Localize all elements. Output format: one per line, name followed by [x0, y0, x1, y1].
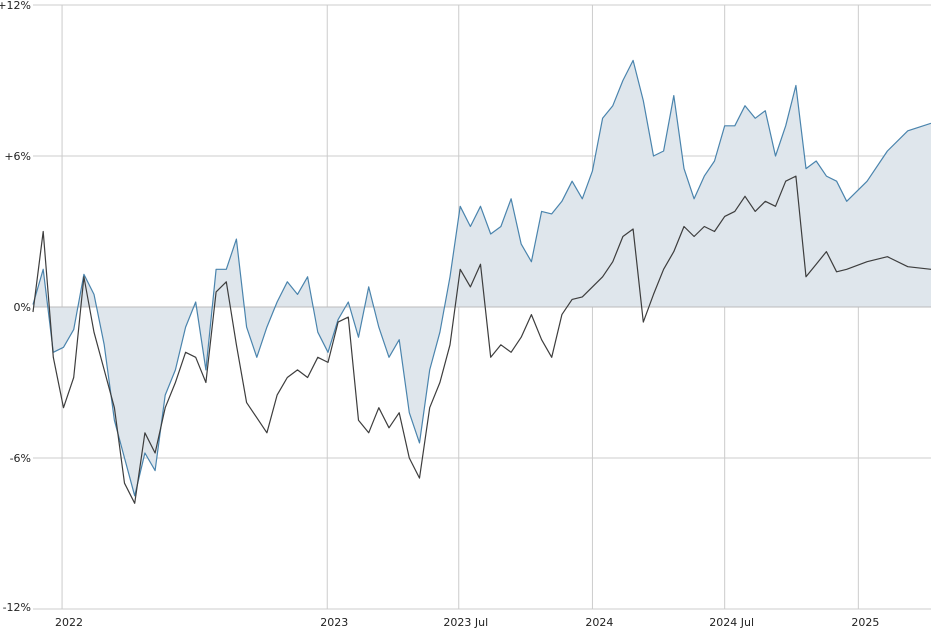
x-tick-label: 2023 — [320, 616, 348, 629]
y-tick-label: +6% — [4, 150, 31, 163]
series-layer — [32, 59, 931, 504]
x-tick-label: 2025 — [851, 616, 879, 629]
x-tick-label: 2022 — [55, 616, 83, 629]
x-axis-tick-labels: 2022 2023 2023 Jul 2024 2024 Jul 2025 — [55, 616, 879, 629]
y-tick-label: -12% — [3, 601, 31, 614]
series-line-blue — [32, 59, 931, 497]
x-tick-label: 2023 Jul — [443, 616, 488, 629]
x-tick-label: 2024 Jul — [709, 616, 754, 629]
y-tick-label: 0% — [14, 301, 31, 314]
y-axis-tick-labels: +12% +6% 0% -6% -12% — [0, 0, 31, 614]
y-tick-label: -6% — [10, 452, 31, 465]
x-tick-label: 2024 — [585, 616, 613, 629]
series-line-dark — [32, 175, 931, 504]
y-tick-label: +12% — [0, 0, 31, 12]
